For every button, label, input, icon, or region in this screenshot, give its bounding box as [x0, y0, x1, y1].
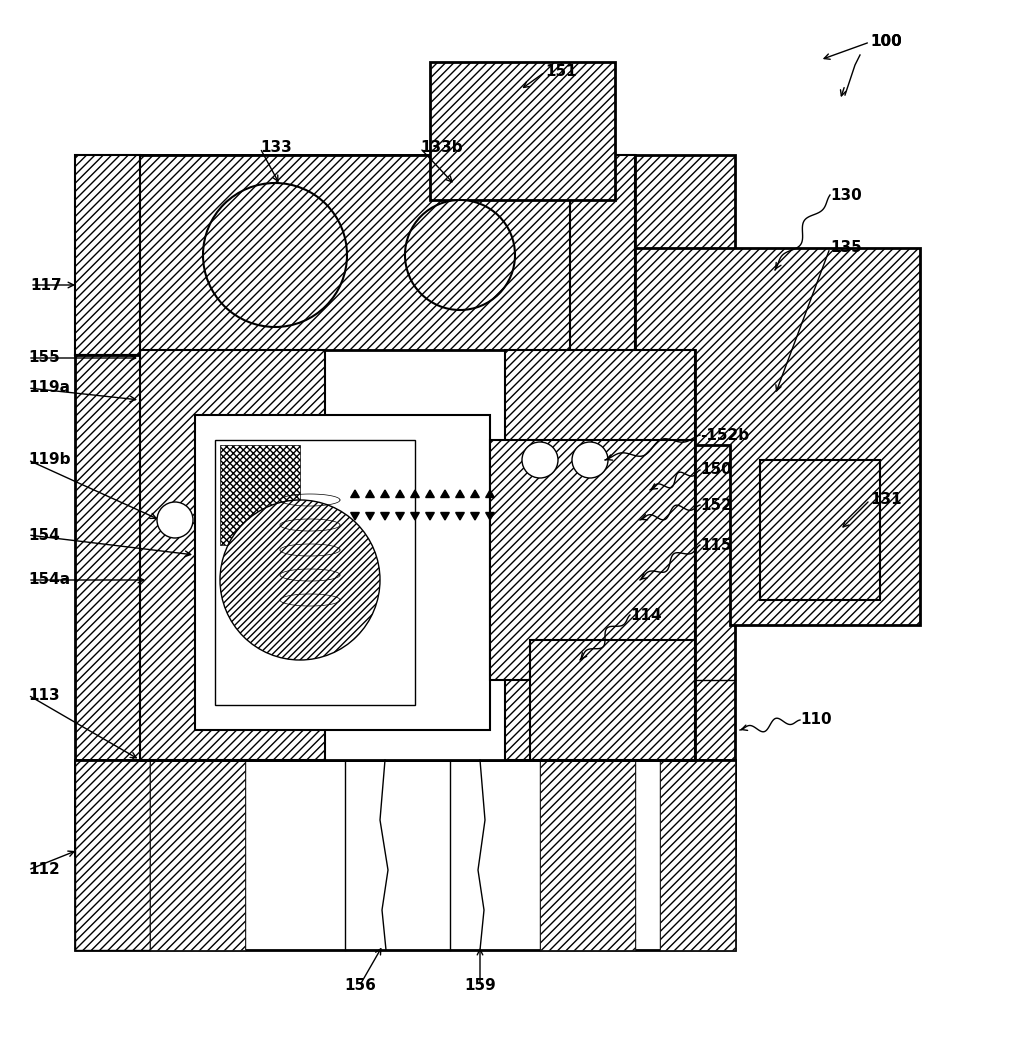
Text: 113: 113 — [28, 687, 60, 703]
Text: 151: 151 — [545, 65, 576, 79]
Bar — [660, 760, 735, 950]
Text: 119a: 119a — [28, 381, 70, 396]
Text: 159: 159 — [464, 977, 496, 992]
Text: 155: 155 — [28, 351, 60, 365]
Bar — [75, 155, 140, 355]
Text: 135: 135 — [830, 240, 862, 255]
Circle shape — [405, 200, 515, 310]
Text: 119b: 119b — [28, 453, 71, 467]
Text: 112: 112 — [28, 863, 60, 878]
Bar — [150, 760, 245, 950]
Bar — [220, 445, 300, 545]
Polygon shape — [635, 248, 920, 625]
Bar — [75, 155, 635, 355]
Text: 117: 117 — [30, 278, 62, 293]
Text: 100: 100 — [870, 34, 902, 50]
Text: -152b: -152b — [700, 428, 750, 442]
Bar — [505, 350, 695, 760]
Bar — [140, 350, 695, 760]
Text: 150: 150 — [700, 462, 731, 478]
Circle shape — [522, 442, 558, 478]
Bar — [760, 460, 880, 600]
Circle shape — [203, 183, 347, 327]
Text: 131: 131 — [870, 492, 902, 508]
Bar — [75, 760, 735, 950]
Text: 152: 152 — [700, 498, 731, 512]
Bar — [570, 155, 635, 355]
Text: 133: 133 — [260, 141, 292, 155]
Circle shape — [572, 442, 608, 478]
Bar — [194, 415, 490, 730]
Text: 154: 154 — [28, 528, 60, 542]
Text: 115: 115 — [700, 537, 731, 553]
Bar — [215, 440, 415, 705]
Text: 114: 114 — [630, 608, 661, 623]
Bar — [140, 350, 325, 760]
Text: 156: 156 — [344, 977, 376, 992]
Text: 110: 110 — [800, 712, 832, 728]
Circle shape — [220, 500, 380, 660]
Circle shape — [157, 502, 193, 538]
Text: 133b: 133b — [420, 141, 463, 155]
Bar — [75, 760, 150, 950]
Bar — [540, 760, 635, 950]
Bar — [530, 640, 695, 760]
Polygon shape — [430, 62, 615, 200]
Text: 130: 130 — [830, 187, 862, 203]
Polygon shape — [75, 155, 735, 855]
Text: 100: 100 — [870, 34, 902, 50]
Bar — [490, 440, 695, 680]
Text: 154a: 154a — [28, 573, 70, 587]
